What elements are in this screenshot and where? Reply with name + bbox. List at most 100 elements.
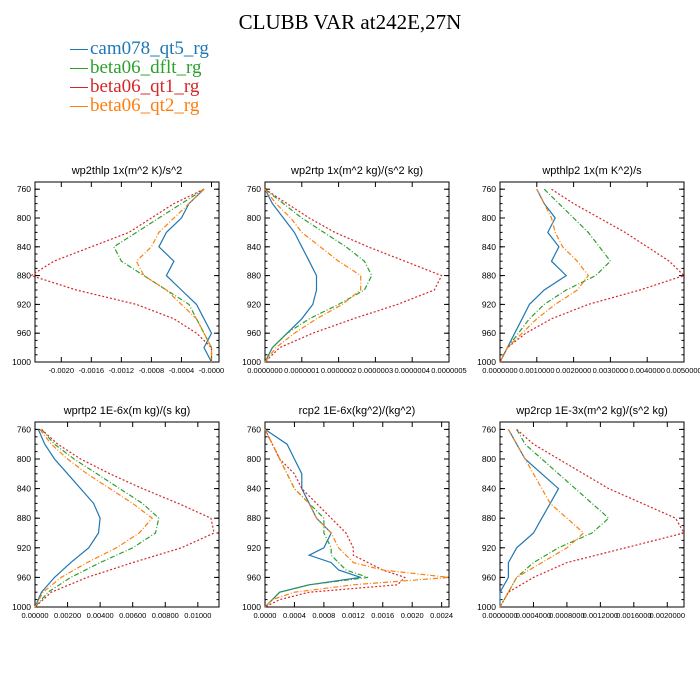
y-tick-label: 880: [247, 271, 261, 281]
x-tick-label: 0.0016: [371, 611, 394, 620]
y-tick-label: 840: [247, 242, 261, 252]
x-tick-label: 0.00200: [54, 611, 81, 620]
y-tick-label: 800: [247, 454, 261, 464]
legend-label: cam078_qt5_rg: [90, 38, 209, 59]
y-tick-label: 840: [247, 484, 261, 494]
x-tick-label: 0.0000000: [482, 611, 517, 620]
y-tick-label: 800: [247, 213, 261, 223]
series-line: [264, 188, 318, 363]
y-tick-label: 840: [17, 242, 31, 252]
plot-frame: [499, 421, 685, 608]
y-tick-label: 840: [482, 484, 496, 494]
x-tick-label: 0.0004: [283, 611, 306, 620]
x-tick-label: 0.0012000: [583, 611, 618, 620]
y-tick-label: 920: [17, 299, 31, 309]
y-tick-label: 960: [482, 328, 496, 338]
x-tick-label: 0.0016000: [616, 611, 651, 620]
series-line: [264, 429, 450, 608]
x-tick-label: 0.0000003: [358, 366, 393, 375]
x-tick-label: -0.0004: [169, 366, 194, 375]
y-tick-label: 960: [482, 572, 496, 582]
series-line: [135, 188, 213, 362]
chart-main-title: CLUBB VAR at242E,27N: [238, 10, 462, 34]
series-line: [499, 429, 560, 607]
legend-swatch: [70, 48, 88, 50]
x-tick-label: -0.0000: [199, 366, 224, 375]
y-tick-label: 1000: [477, 357, 496, 367]
x-tick-label: 0.01000: [184, 611, 211, 620]
x-tick-label: 0.00000: [21, 611, 48, 620]
legend-label: beta06_dflt_rg: [90, 57, 202, 78]
series-line: [34, 429, 101, 608]
x-tick-label: 0.0000005: [431, 366, 466, 375]
series-line: [264, 188, 443, 363]
y-tick-label: 840: [17, 484, 31, 494]
x-tick-label: 0.0000004: [394, 366, 429, 375]
x-tick-label: 0.0008: [312, 611, 335, 620]
y-tick-label: 880: [482, 513, 496, 523]
plot-frame: [264, 181, 450, 363]
x-tick-label: 0.0000000: [247, 366, 282, 375]
y-tick-label: 800: [17, 213, 31, 223]
series-line: [499, 429, 610, 608]
series-line: [264, 188, 373, 363]
x-tick-label: 0.0010000: [519, 366, 554, 375]
series-line: [499, 429, 585, 608]
x-tick-label: 0.0000002: [321, 366, 356, 375]
y-tick-label: 760: [17, 424, 31, 434]
y-tick-label: 800: [482, 213, 496, 223]
legend-swatch: [70, 105, 88, 107]
x-tick-label: -0.0020: [49, 366, 74, 375]
plot-frame: [499, 181, 685, 363]
series-line: [29, 188, 213, 362]
y-tick-label: 920: [482, 299, 496, 309]
series-line: [113, 188, 213, 362]
y-tick-label: 880: [482, 271, 496, 281]
y-tick-label: 920: [17, 543, 31, 553]
x-tick-label: -0.0016: [79, 366, 104, 375]
x-tick-label: 0.0012: [342, 611, 365, 620]
y-tick-label: 960: [247, 328, 261, 338]
x-tick-label: -0.0012: [109, 366, 134, 375]
series-line: [499, 188, 590, 363]
panel-title: wp2rtp 1x(m^2 kg)/(s^2 kg): [290, 165, 423, 177]
x-tick-label: 0.0008000: [549, 611, 584, 620]
y-tick-label: 760: [482, 184, 496, 194]
legend-swatch: [70, 67, 88, 69]
y-tick-label: 960: [17, 572, 31, 582]
panel-title: wprtp2 1E-6x(m kg)/(s kg): [63, 405, 191, 417]
y-tick-label: 840: [482, 242, 496, 252]
y-tick-label: 1000: [242, 602, 261, 612]
y-tick-label: 1000: [242, 357, 261, 367]
series-line: [499, 188, 568, 363]
y-tick-label: 800: [482, 454, 496, 464]
x-tick-label: 0.0020000: [556, 366, 591, 375]
chart-panel: wp2rcp 1E-3x(m^2 kg)/(s^2 kg) 760 800 840 88…: [477, 405, 685, 620]
y-tick-label: 760: [247, 424, 261, 434]
y-tick-label: 920: [482, 543, 496, 553]
series-line: [34, 429, 160, 608]
y-tick-label: 760: [247, 184, 261, 194]
legend-item: beta06_qt1_rg: [70, 76, 209, 97]
chart-panel: wpthlp2 1x(m K^2)/s 760 800 840 880 920 960 100…: [477, 165, 700, 375]
x-tick-label: 0.00400: [87, 611, 114, 620]
plot-frame: [34, 421, 220, 608]
x-tick-label: 0.0000001: [284, 366, 319, 375]
y-tick-label: 1000: [477, 602, 496, 612]
series-line: [34, 428, 215, 608]
legend-label: beta06_qt2_rg: [90, 95, 200, 116]
series-line: [264, 188, 362, 363]
x-tick-label: 0.00800: [152, 611, 179, 620]
y-tick-label: 760: [482, 424, 496, 434]
panel-title: wp2thlp 1x(m^2 K)/s^2: [71, 165, 183, 177]
series-line: [34, 429, 154, 608]
series-line: [499, 188, 686, 363]
chart-panel: wp2thlp 1x(m^2 K)/s^2 760 800 840 880 920 960 1…: [12, 165, 224, 375]
y-tick-label: 760: [17, 184, 31, 194]
y-tick-label: 920: [247, 543, 261, 553]
x-tick-label: 0.0024: [430, 611, 453, 620]
legend-item: cam078_qt5_rg: [70, 38, 209, 59]
plot-frame: [34, 181, 220, 363]
y-tick-label: 1000: [12, 357, 31, 367]
